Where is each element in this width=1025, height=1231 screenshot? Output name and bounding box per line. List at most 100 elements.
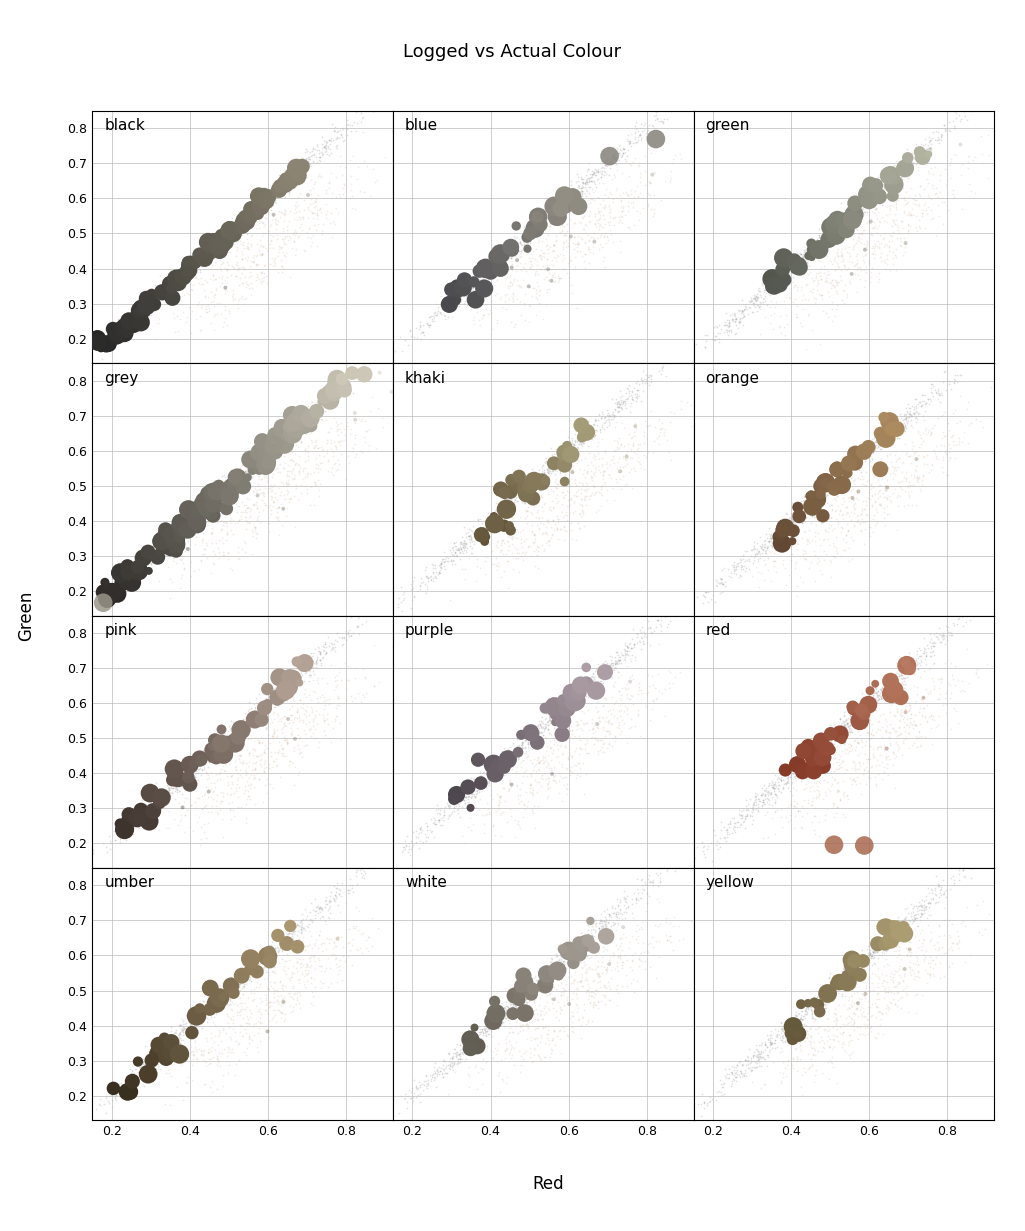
Point (265, 444, 282, 464)
Point (583, 423, 600, 443)
Point (740, 1057, 756, 1077)
Point (215, 988, 232, 1008)
Point (617, 892, 633, 912)
Point (839, 785, 856, 805)
Point (494, 499, 510, 518)
Point (745, 293, 762, 313)
Point (867, 692, 884, 712)
Point (548, 454, 565, 474)
Point (754, 792, 771, 811)
Point (911, 468, 928, 487)
Point (797, 1014, 814, 1034)
Point (292, 483, 309, 502)
Point (878, 496, 895, 516)
Point (734, 300, 750, 320)
Point (826, 1000, 843, 1019)
Point (313, 396, 329, 416)
Point (536, 464, 552, 484)
Point (322, 945, 338, 965)
Point (599, 721, 615, 741)
Point (488, 515, 504, 534)
Point (797, 744, 814, 763)
Point (582, 468, 599, 487)
Point (932, 683, 948, 703)
Point (130, 800, 147, 820)
Point (556, 192, 572, 212)
Point (563, 521, 579, 540)
Point (619, 636, 636, 656)
Point (411, 837, 427, 857)
Point (871, 480, 888, 500)
Point (866, 183, 883, 203)
Point (861, 686, 877, 705)
Point (327, 380, 343, 400)
Point (812, 728, 828, 747)
Point (869, 997, 886, 1017)
Point (468, 1080, 485, 1099)
Point (602, 990, 618, 1009)
Point (294, 659, 311, 678)
Point (813, 235, 829, 255)
Point (218, 522, 235, 542)
Point (779, 767, 795, 787)
Point (818, 544, 834, 564)
Point (777, 1023, 793, 1043)
Point (448, 294, 464, 314)
Point (302, 194, 319, 214)
Point (332, 657, 349, 677)
Point (306, 215, 323, 235)
Point (806, 992, 822, 1012)
Point (259, 963, 276, 982)
Point (780, 764, 796, 784)
Point (837, 464, 854, 484)
Text: Logged vs Actual Colour: Logged vs Actual Colour (404, 43, 621, 62)
Point (869, 937, 886, 956)
Point (817, 229, 833, 249)
Point (339, 114, 356, 134)
Point (629, 202, 646, 222)
Point (914, 890, 931, 910)
Point (210, 483, 227, 502)
Point (522, 471, 538, 491)
Point (757, 281, 774, 300)
Point (779, 512, 795, 532)
Point (541, 971, 558, 991)
Point (618, 399, 634, 419)
Point (308, 459, 324, 479)
Point (800, 489, 816, 508)
Point (765, 778, 781, 798)
Point (264, 693, 281, 713)
Point (946, 116, 962, 135)
Point (876, 988, 893, 1008)
Point (228, 254, 244, 273)
Point (931, 670, 947, 689)
Point (872, 426, 889, 446)
Point (548, 485, 565, 505)
Point (598, 155, 614, 175)
Point (658, 912, 674, 932)
Point (189, 508, 205, 528)
Point (876, 917, 893, 937)
Point (599, 227, 615, 246)
Point (584, 171, 601, 191)
Point (877, 430, 894, 449)
Point (828, 469, 845, 489)
Point (538, 463, 555, 483)
Point (369, 398, 385, 417)
Point (501, 503, 518, 523)
Point (518, 990, 534, 1009)
Point (250, 732, 266, 752)
Point (158, 1064, 174, 1083)
Point (755, 792, 772, 811)
Point (846, 993, 862, 1013)
Point (751, 293, 768, 313)
Point (229, 464, 245, 484)
Point (746, 288, 763, 308)
Point (668, 606, 685, 625)
Point (362, 401, 378, 421)
Point (909, 896, 926, 916)
Point (537, 718, 554, 737)
Point (756, 550, 773, 570)
Point (556, 708, 572, 728)
Point (549, 451, 566, 470)
